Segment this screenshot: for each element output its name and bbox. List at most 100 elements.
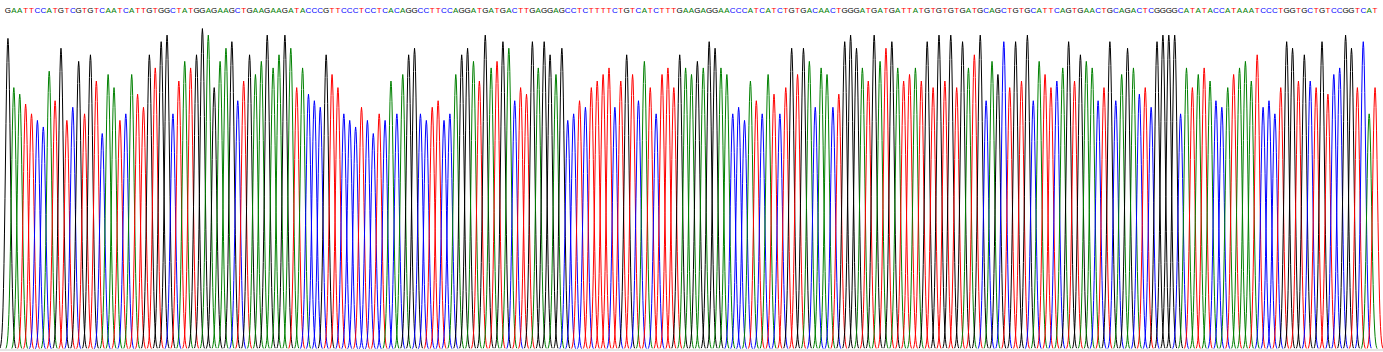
base-label: T	[577, 6, 582, 15]
peak	[578, 107, 594, 348]
peak	[825, 107, 841, 348]
peak	[507, 101, 523, 349]
peak	[984, 61, 1000, 348]
peak	[796, 48, 812, 348]
peak	[530, 68, 546, 348]
peak	[1232, 68, 1248, 348]
peak	[1314, 42, 1330, 348]
peak	[737, 120, 753, 348]
base-label: T	[436, 6, 441, 15]
base-label: T	[589, 6, 594, 15]
base-label: C	[1054, 6, 1060, 15]
base-label: T	[117, 6, 122, 15]
peak	[354, 107, 370, 348]
peak	[902, 74, 918, 348]
peak	[24, 114, 40, 349]
peak	[200, 35, 216, 348]
base-label: A	[111, 6, 117, 15]
base-label: A	[642, 6, 648, 15]
base-label: A	[877, 6, 883, 15]
base-label: T	[772, 6, 777, 15]
peak	[913, 81, 929, 348]
peak	[878, 48, 894, 348]
base-label: G	[246, 6, 252, 15]
peak	[124, 74, 140, 348]
peak	[401, 55, 417, 348]
base-label: T	[1325, 6, 1330, 15]
base-label: T	[1049, 6, 1054, 15]
peak	[12, 94, 28, 348]
peak	[583, 88, 599, 349]
peak	[136, 107, 152, 348]
base-label: G	[624, 6, 630, 15]
peak	[242, 55, 258, 348]
peak	[1361, 114, 1377, 349]
peak	[53, 48, 69, 348]
peak	[978, 101, 994, 349]
peak	[1196, 68, 1212, 348]
peak	[1332, 68, 1348, 348]
peak	[448, 74, 464, 348]
peak	[159, 35, 175, 348]
peak	[966, 55, 982, 348]
base-label: T	[607, 6, 612, 15]
base-label: G	[936, 6, 942, 15]
peak	[1019, 35, 1035, 348]
peak	[524, 42, 540, 348]
peak	[572, 101, 588, 349]
peaks	[0, 29, 1383, 349]
base-label: C	[759, 6, 765, 15]
base-label: A	[471, 6, 477, 15]
base-label: C	[830, 6, 836, 15]
peak	[18, 104, 34, 349]
peak	[271, 55, 287, 348]
peak	[301, 94, 317, 348]
peak	[94, 134, 110, 349]
peak	[1073, 55, 1089, 348]
peak	[248, 74, 264, 348]
base-label: G	[76, 6, 82, 15]
peak	[766, 94, 782, 348]
peak	[1167, 35, 1183, 348]
peak	[318, 55, 334, 348]
peak	[495, 42, 511, 348]
peak	[88, 81, 104, 348]
peak	[672, 55, 688, 348]
peak	[1067, 81, 1083, 348]
base-label: C	[742, 6, 748, 15]
base-label: G	[871, 6, 877, 15]
peak	[377, 120, 393, 348]
peak	[212, 61, 228, 348]
peak	[1208, 101, 1224, 349]
peak	[1184, 88, 1200, 349]
peak	[265, 68, 281, 348]
peak	[654, 74, 670, 348]
peak	[165, 114, 181, 349]
peak	[71, 61, 87, 348]
base-label: A	[1184, 6, 1190, 15]
base-label: C	[612, 6, 618, 15]
base-label: G	[789, 6, 795, 15]
peak	[684, 74, 700, 348]
peak	[371, 114, 387, 349]
base-label: G	[924, 6, 930, 15]
peak	[1137, 88, 1153, 349]
peak	[1120, 48, 1136, 348]
peak	[460, 48, 476, 348]
base-label: C	[812, 6, 818, 15]
base-label: T	[665, 6, 670, 15]
base-label: C	[1030, 6, 1036, 15]
peak	[348, 127, 364, 349]
peak	[896, 81, 912, 348]
peak	[695, 68, 711, 348]
peak	[743, 81, 759, 348]
base-label: T	[29, 6, 34, 15]
peak	[843, 35, 859, 348]
peak	[29, 120, 45, 348]
peak	[613, 81, 629, 348]
base-label: G	[1077, 6, 1083, 15]
peak	[1320, 94, 1336, 348]
base-label: T	[1355, 6, 1360, 15]
base-label: G	[1319, 6, 1325, 15]
peak	[731, 107, 747, 348]
